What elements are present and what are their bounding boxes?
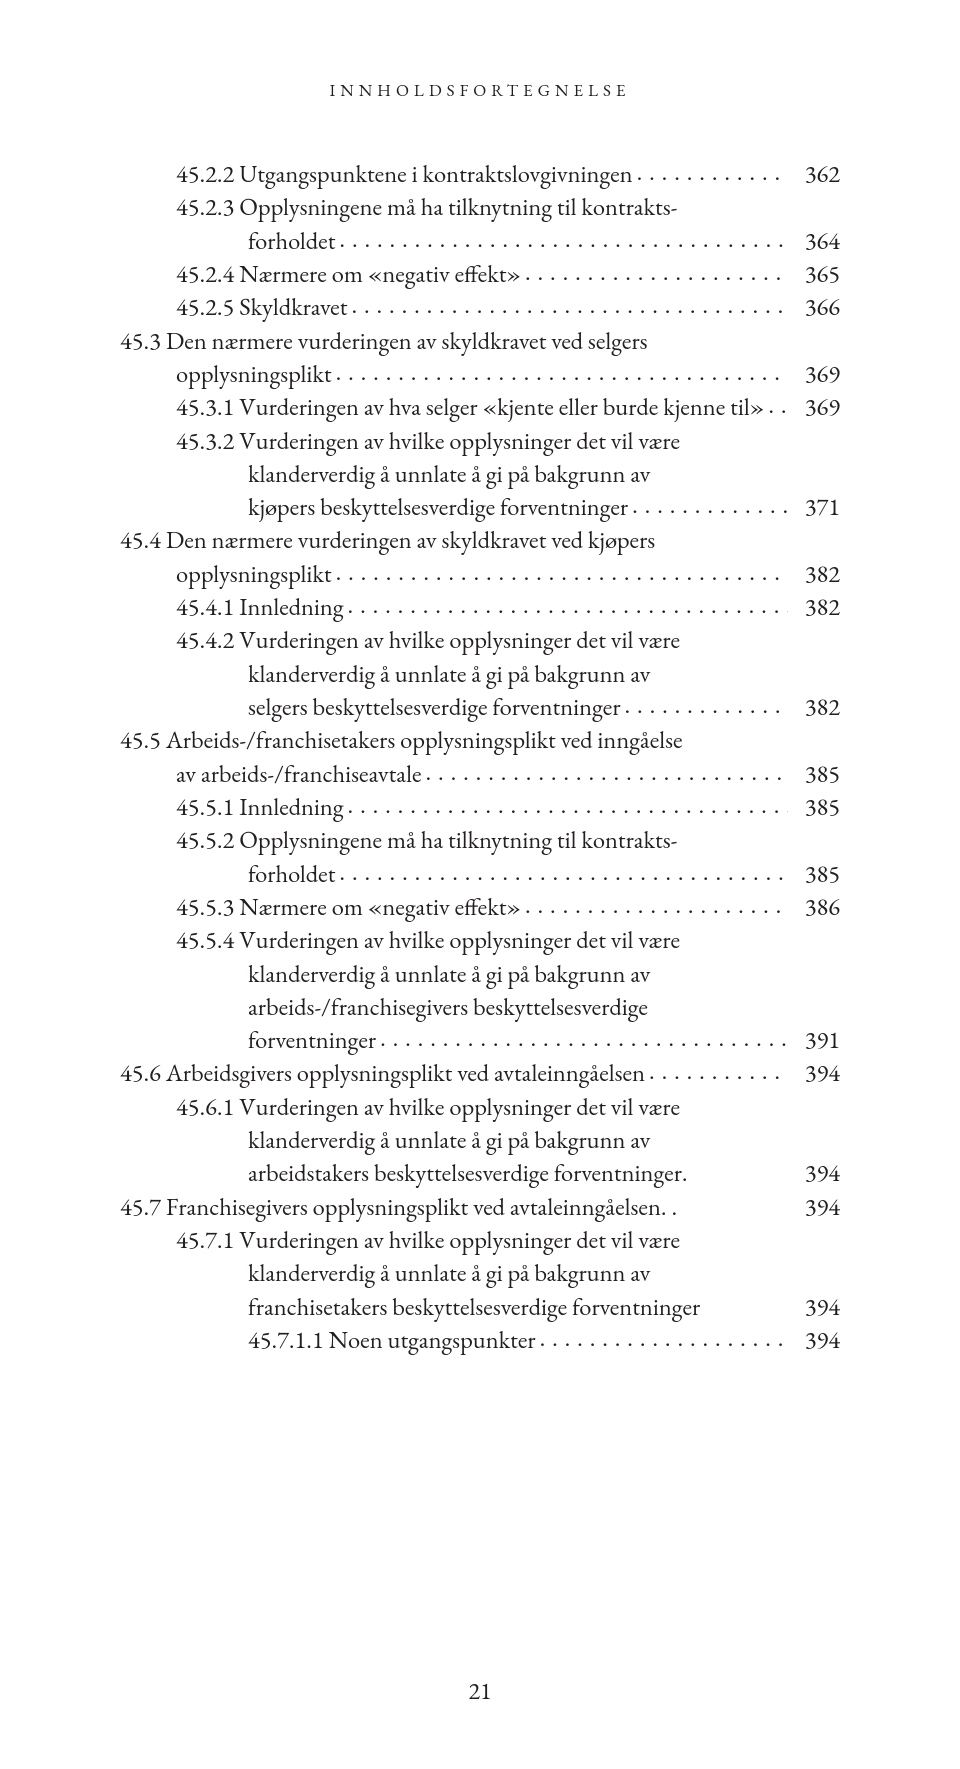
leader-dots [339,864,788,891]
toc-entry-line: klanderverdig å unnlate å gi på bakgrunn… [120,1257,840,1290]
toc-entry-line: 45.4 Den nærmere vurderingen av skyldkra… [120,524,840,557]
toc-entry-text: 45.2.2 Utgangspunktene i kontraktslovgiv… [176,158,633,191]
toc-entry-line: klanderverdig å unnlate å gi på bakgrunn… [120,458,840,491]
toc-entry-line: klanderverdig å unnlate å gi på bakgrunn… [120,1124,840,1157]
leader-dots [339,231,788,258]
toc-entry-text: kjøpers beskyttelsesverdige forventninge… [248,491,628,524]
leader-dots [336,364,788,391]
toc-entry: 45.2.5 Skyldkravet 366 [120,291,840,324]
toc-entry: 45.2.4 Nærmere om «negativ effekt» 365 [120,258,840,291]
toc-entry: 45.3.1 Vurderingen av hva selger «kjente… [120,391,840,424]
toc-entry-line: arbeids-/franchisegivers beskyttelsesver… [120,991,840,1024]
toc-entry: 45.5 Arbeids-/franchisetakers opplysning… [120,724,840,791]
leader-dots [540,1330,788,1357]
toc-page-number: 394 [792,1057,840,1090]
toc-page-number: 385 [792,791,840,824]
leader-dots [336,564,788,591]
toc-entry-text: 45.7.1.1 Noen utgangspunkter [248,1324,536,1357]
toc-page-number: 364 [792,225,840,258]
toc-entry-line: 45.3 Den nærmere vurderingen av skyldkra… [120,325,840,358]
leader-dots [525,897,788,924]
toc-entry-text: forventninger [248,1024,376,1057]
toc-page-number: 385 [792,858,840,891]
toc-page-number: 394 [792,1324,840,1357]
leader-dots [380,1031,788,1058]
leader-dots [625,697,789,724]
toc-entry: 45.7.1 Vurderingen av hvilke opplysninge… [120,1224,840,1324]
toc-entry-text: 45.4.1 Innledning [176,591,344,624]
toc-entry-text: franchisetakers beskyttelsesverdige forv… [248,1291,700,1324]
leader-dots [348,597,788,624]
toc-entry: 45.5.1 Innledning 385 [120,791,840,824]
toc-entry-text: 45.5.3 Nærmere om «negativ effekt» [176,891,521,924]
page-number: 21 [0,1676,960,1707]
toc-entry-line: 45.5.4 Vurderingen av hvilke opplysninge… [120,924,840,957]
leader-dots [768,398,788,425]
page-header: INNHOLDSFORTEGNELSE [120,80,840,102]
toc-entry-line: 45.2.3 Opplysningene må ha tilknytning t… [120,191,840,224]
toc-entry-text: 45.7 Franchisegivers opplysningsplikt ve… [120,1191,661,1224]
leader-dots [649,1064,788,1091]
toc-entry: 45.4.2 Vurderingen av hvilke opplysninge… [120,624,840,724]
toc-entry: 45.5.3 Nærmere om «negativ effekt» 386 [120,891,840,924]
toc-entry: 45.7.1.1 Noen utgangspunkter 394 [120,1324,840,1357]
leader-dots [525,264,788,291]
toc-entry: 45.6.1 Vurderingen av hvilke opplysninge… [120,1091,840,1191]
toc-entry-line: 45.3.2 Vurderingen av hvilke opplysninge… [120,425,840,458]
leader-dots [351,298,788,325]
toc-page-number: 362 [792,158,840,191]
toc-page-number: 369 [792,358,840,391]
toc-page-number: 365 [792,258,840,291]
toc-entry-line: 45.7.1 Vurderingen av hvilke opplysninge… [120,1224,840,1257]
toc-entry: 45.3.2 Vurderingen av hvilke opplysninge… [120,425,840,525]
leader-dots [632,498,788,525]
toc-entry: 45.7 Franchisegivers opplysningsplikt ve… [120,1191,840,1224]
toc-entry-text: 45.2.5 Skyldkravet [176,291,347,324]
toc-page-number: 369 [792,391,840,424]
toc-entry: 45.5.4 Vurderingen av hvilke opplysninge… [120,924,840,1057]
leader-dots [426,764,788,791]
toc-entry: 45.4.1 Innledning 382 [120,591,840,624]
leader-dots [348,797,788,824]
toc-entry-line: 45.4.2 Vurderingen av hvilke opplysninge… [120,624,840,657]
toc-entry-text: av arbeids-/franchiseavtale [176,758,422,791]
toc-entry-line: klanderverdig å unnlate å gi på bakgrunn… [120,658,840,691]
toc-page-number: 386 [792,891,840,924]
toc-page-number: 382 [792,691,840,724]
toc-entry-text: opplysningsplikt [176,358,332,391]
toc-page-number: 391 [792,1024,840,1057]
toc-entry-line: klanderverdig å unnlate å gi på bakgrunn… [120,958,840,991]
toc-page-number: 382 [792,558,840,591]
toc-entry-line: 45.5.2 Opplysningene må ha tilknytning t… [120,824,840,857]
toc-entry-text: 45.6 Arbeidsgivers opplysningsplikt ved … [120,1057,645,1090]
toc-entry-text: opplysningsplikt [176,558,332,591]
toc-entry: 45.2.3 Opplysningene må ha tilknytning t… [120,191,840,258]
leader-dots [637,164,788,191]
toc-page-number: 385 [792,758,840,791]
toc-entry-text: forholdet [248,858,335,891]
toc-entry: 45.2.2 Utgangspunktene i kontraktslovgiv… [120,158,840,191]
toc-page-number: 394 [792,1157,840,1190]
table-of-contents: 45.2.2 Utgangspunktene i kontraktslovgiv… [120,158,840,1357]
toc-entry-text: 45.2.4 Nærmere om «negativ effekt» [176,258,521,291]
toc-page-number: 382 [792,591,840,624]
toc-entry-line: 45.5 Arbeids-/franchisetakers opplysning… [120,724,840,757]
toc-entry: 45.6 Arbeidsgivers opplysningsplikt ved … [120,1057,840,1090]
toc-entry: 45.4 Den nærmere vurderingen av skyldkra… [120,524,840,591]
toc-entry-text: 45.5.1 Innledning [176,791,344,824]
toc-entry: 45.3 Den nærmere vurderingen av skyldkra… [120,325,840,392]
toc-entry-line: 45.6.1 Vurderingen av hvilke opplysninge… [120,1091,840,1124]
toc-page-number: 366 [792,291,840,324]
toc-entry-text: selgers beskyttelsesverdige forventninge… [248,691,621,724]
toc-entry-text: forholdet [248,225,335,258]
toc-page-number: 371 [792,491,840,524]
toc-page-number: 394 [792,1191,840,1224]
toc-entry-text: arbeidstakers beskyttelsesverdige forven… [248,1157,682,1190]
toc-entry: 45.5.2 Opplysningene må ha tilknytning t… [120,824,840,891]
toc-page-number: 394 [792,1291,840,1324]
toc-entry-text: 45.3.1 Vurderingen av hva selger «kjente… [176,391,764,424]
